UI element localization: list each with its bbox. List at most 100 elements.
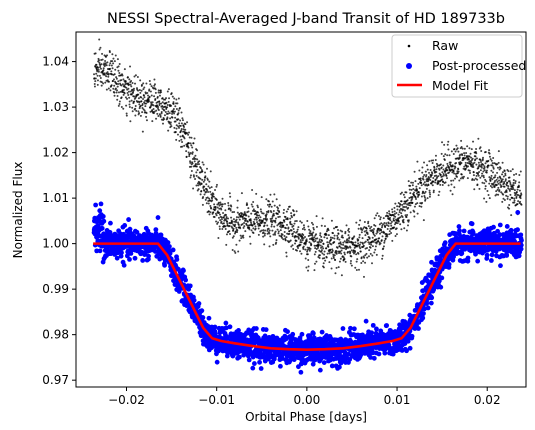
- raw-point: [382, 247, 385, 250]
- raw-point: [330, 238, 333, 241]
- raw-point: [381, 257, 384, 260]
- raw-point: [160, 102, 163, 105]
- post-processed-point: [518, 246, 524, 252]
- raw-point: [501, 161, 504, 164]
- raw-point: [375, 232, 378, 235]
- raw-point: [263, 224, 266, 227]
- post-processed-point: [384, 323, 390, 328]
- raw-point: [157, 109, 160, 112]
- raw-point: [512, 181, 515, 184]
- raw-point: [357, 268, 360, 271]
- raw-point: [115, 91, 118, 94]
- raw-point: [488, 176, 491, 179]
- raw-point: [99, 64, 102, 67]
- raw-point: [470, 161, 473, 164]
- raw-point: [219, 201, 222, 204]
- raw-point: [307, 265, 310, 268]
- raw-point: [130, 85, 133, 88]
- raw-point: [482, 156, 484, 159]
- raw-point: [344, 260, 347, 263]
- raw-point: [424, 198, 427, 201]
- raw-point: [300, 252, 303, 255]
- post-processed-point: [515, 227, 520, 233]
- raw-point: [464, 161, 467, 164]
- raw-point: [401, 215, 404, 218]
- raw-point: [366, 247, 369, 249]
- raw-point: [386, 211, 389, 214]
- raw-point: [224, 219, 227, 222]
- raw-point: [94, 80, 97, 83]
- raw-point: [308, 249, 311, 252]
- raw-point: [374, 245, 377, 248]
- raw-point: [173, 112, 176, 115]
- raw-point: [171, 95, 174, 98]
- raw-point: [231, 211, 234, 214]
- raw-point: [386, 228, 389, 231]
- raw-point: [117, 80, 120, 83]
- raw-point: [132, 87, 135, 90]
- raw-point: [422, 191, 425, 194]
- post-processed-point: [113, 232, 119, 238]
- raw-point: [173, 126, 176, 129]
- raw-point: [417, 182, 420, 185]
- raw-point: [112, 78, 115, 81]
- raw-point: [121, 74, 124, 77]
- raw-point: [423, 192, 426, 195]
- raw-point: [106, 54, 109, 57]
- raw-point: [498, 189, 501, 192]
- raw-point: [420, 184, 423, 187]
- raw-point: [424, 190, 427, 193]
- raw-point: [328, 252, 331, 255]
- post-processed-point: [459, 250, 465, 256]
- raw-point: [99, 66, 102, 69]
- raw-point: [183, 137, 186, 140]
- raw-point: [484, 187, 487, 190]
- raw-point: [425, 174, 428, 177]
- raw-point: [192, 142, 195, 145]
- raw-point: [145, 115, 148, 118]
- raw-point: [208, 213, 211, 216]
- raw-point: [127, 87, 130, 90]
- raw-point: [172, 101, 175, 104]
- raw-point: [459, 153, 462, 156]
- raw-point: [374, 224, 377, 227]
- raw-point: [420, 205, 423, 208]
- raw-point: [512, 184, 515, 187]
- raw-point: [158, 100, 161, 103]
- raw-point: [111, 60, 114, 63]
- raw-point: [224, 202, 226, 205]
- raw-point: [209, 170, 212, 173]
- raw-point: [313, 236, 316, 239]
- post-processed-point: [374, 326, 379, 332]
- post-processed-point: [484, 252, 490, 258]
- raw-point: [207, 210, 210, 213]
- raw-point: [478, 187, 481, 190]
- raw-point: [337, 232, 340, 235]
- raw-point: [241, 212, 244, 215]
- raw-point: [452, 169, 455, 172]
- raw-point: [327, 245, 330, 248]
- raw-point: [247, 207, 250, 210]
- raw-point: [359, 241, 362, 244]
- raw-point: [109, 89, 112, 92]
- raw-point: [248, 235, 251, 238]
- raw-point: [260, 196, 263, 199]
- raw-point: [519, 200, 522, 203]
- post-processed-point: [516, 253, 522, 259]
- raw-point: [113, 91, 116, 94]
- raw-point: [240, 237, 243, 240]
- legend-raw-marker: [407, 44, 411, 48]
- raw-point: [225, 216, 228, 218]
- raw-point: [470, 148, 473, 151]
- raw-point: [442, 181, 445, 184]
- raw-point: [505, 194, 508, 197]
- raw-point: [311, 234, 314, 237]
- raw-point: [354, 241, 357, 244]
- raw-point: [106, 71, 109, 74]
- raw-point: [317, 241, 320, 244]
- raw-point: [217, 216, 220, 219]
- post-processed-point: [461, 228, 467, 234]
- raw-point: [439, 173, 442, 176]
- raw-point: [406, 224, 409, 227]
- raw-point: [476, 178, 479, 181]
